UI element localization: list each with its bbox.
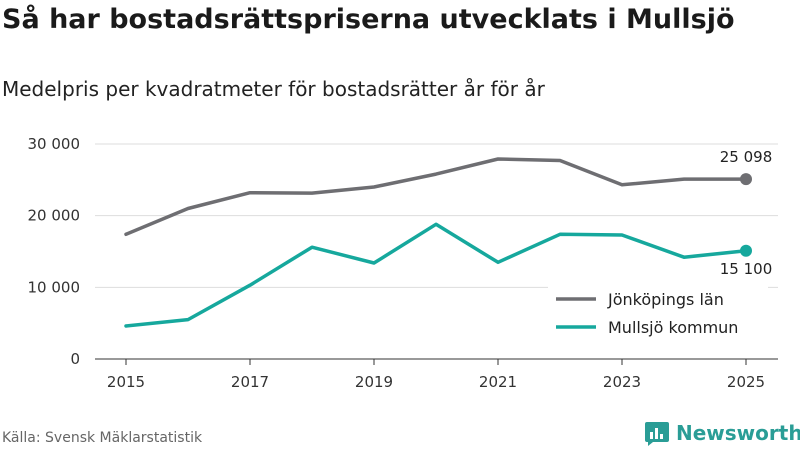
x-tick-label: 2021	[479, 373, 517, 391]
legend-label: Jönköpings län	[607, 290, 724, 309]
end-value-label: 15 100	[720, 260, 773, 278]
line-chart: 0 10 000 20 000 30 000 2015 2017 2019 2021 2023 2…	[28, 135, 778, 391]
legend-label: Mullsjö kommun	[608, 318, 738, 337]
end-point-marker	[740, 244, 752, 257]
x-tick-label: 2015	[107, 373, 145, 391]
series-line	[124, 157, 748, 237]
y-tick-label: 0	[70, 350, 80, 368]
end-value-label: 25 098	[720, 148, 773, 166]
y-tick-label: 10 000	[28, 278, 81, 296]
newsworthy-logo-icon	[645, 422, 669, 446]
legend-box	[548, 284, 768, 344]
x-tick-label: 2017	[231, 373, 269, 391]
x-tick-label: 2025	[727, 373, 765, 391]
brand-logo: Newsworthy	[644, 420, 800, 446]
chart-title: Så har bostadsrättspriserna utvecklats i…	[2, 4, 735, 35]
x-tick-label: 2019	[355, 373, 393, 391]
y-tick-label: 30 000	[28, 135, 81, 153]
chart-subtitle: Medelpris per kvadratmeter för bostadsrä…	[2, 77, 545, 101]
source-note: Källa: Svensk Mäklarstatistik	[2, 430, 203, 446]
series-line	[124, 222, 748, 328]
end-point-marker	[740, 173, 752, 186]
x-tick-label: 2023	[603, 373, 641, 391]
brand-name: Newsworthy	[676, 421, 800, 445]
y-tick-label: 20 000	[28, 207, 81, 225]
